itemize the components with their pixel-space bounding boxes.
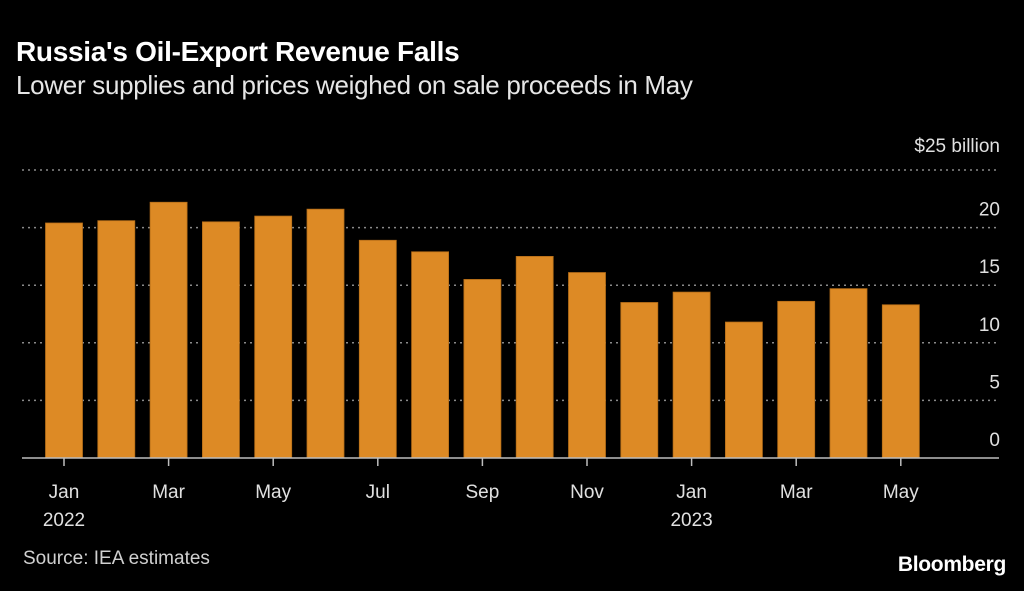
source-note: Source: IEA estimates xyxy=(23,548,210,569)
bar xyxy=(254,215,293,459)
y-axis-unit-label: $25 billion xyxy=(914,136,1000,157)
bar xyxy=(358,239,397,459)
chart-subtitle: Lower supplies and prices weighed on sal… xyxy=(16,70,693,100)
x-tick-label: Mar xyxy=(780,482,813,503)
x-tick-label: Sep xyxy=(465,482,499,503)
x-tick-label: Mar xyxy=(152,482,185,503)
bar xyxy=(725,321,763,459)
bar xyxy=(97,220,136,459)
bar xyxy=(568,272,606,459)
bar xyxy=(149,201,188,459)
x-tick-label: Nov xyxy=(570,482,604,503)
y-tick-label: 20 xyxy=(979,200,1000,221)
y-tick-label: 0 xyxy=(989,430,1000,451)
y-tick-label: 5 xyxy=(989,372,1000,393)
y-tick-label: 15 xyxy=(979,257,1000,278)
bar xyxy=(201,221,240,459)
x-tick-label: May xyxy=(883,482,919,503)
bar xyxy=(672,291,711,459)
bar xyxy=(829,288,868,459)
x-tick-label: Jul xyxy=(366,482,390,503)
x-tick-label: Jan xyxy=(49,482,80,503)
x-tick-label: Jan xyxy=(676,482,707,503)
bar xyxy=(777,300,816,459)
bar xyxy=(881,304,920,459)
bar xyxy=(515,255,554,459)
bar xyxy=(306,208,345,459)
x-tick-year-label: 2022 xyxy=(43,510,85,531)
x-tick-year-label: 2023 xyxy=(670,510,712,531)
bloomberg-logo: Bloomberg xyxy=(897,553,1006,576)
bar xyxy=(411,251,450,459)
bar xyxy=(620,302,659,459)
chart-title: Russia's Oil-Export Revenue Falls xyxy=(16,36,460,67)
x-tick-label: May xyxy=(255,482,291,503)
bar xyxy=(463,279,502,459)
bar xyxy=(45,222,83,459)
y-tick-label: 10 xyxy=(979,315,1000,336)
